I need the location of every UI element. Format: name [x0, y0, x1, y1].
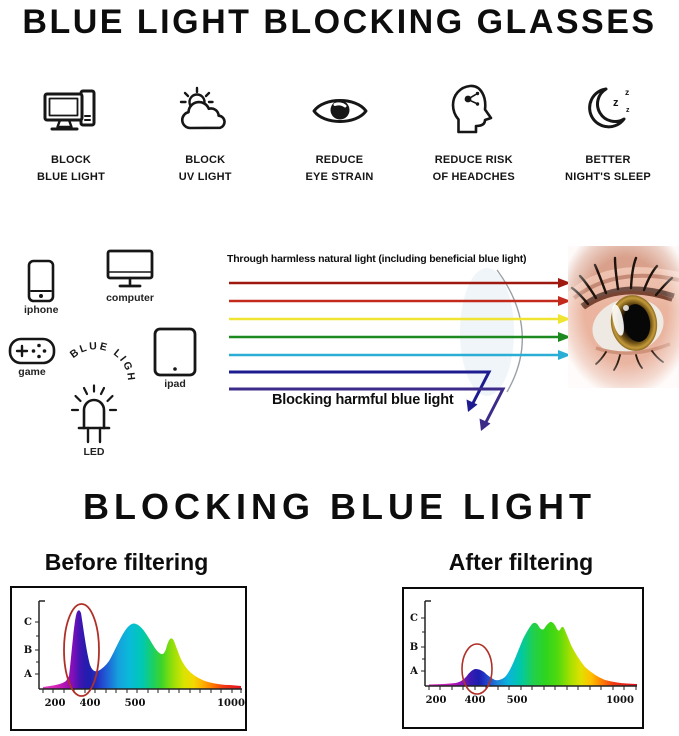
- headache-icon: [448, 80, 500, 142]
- benefit-label-line2: BLUE LIGHT: [37, 171, 105, 184]
- highlight-ellipse: [63, 603, 100, 697]
- moon-sleep-icon: z z z: [579, 80, 637, 142]
- svg-text:BLUE LIGHT BLOCKING: BLUE LIGHT BLOCKING: [58, 340, 137, 381]
- device-label: game: [18, 366, 46, 378]
- sun-cloud-icon: [176, 80, 234, 142]
- benefit-label-line1: REDUCE RISK: [434, 154, 513, 166]
- benefit-label: BLOCK BLUE LIGHT: [37, 152, 105, 186]
- arrowhead: [558, 350, 571, 360]
- y-tick-label: B: [410, 642, 418, 653]
- benefit-label: BETTER NIGHT'S SLEEP: [565, 152, 651, 186]
- benefit-label-line1: BLOCK: [50, 154, 92, 166]
- block-label: Blocking harmful blue light: [272, 392, 454, 408]
- x-tick-label: 400: [80, 698, 101, 709]
- device-label: computer: [106, 292, 154, 304]
- arrowhead: [558, 332, 571, 342]
- benefit-label-line1: BLOCK: [185, 154, 226, 166]
- benefit-label: REDUCE EYE STRAIN: [305, 152, 373, 186]
- benefit-label-line1: REDUCE: [315, 154, 364, 166]
- eye-photo: [568, 246, 679, 388]
- gamepad-icon: [8, 337, 56, 365]
- device-ipad: ipad: [152, 326, 198, 390]
- benefits-row: BLOCK BLUE LIGHT: [10, 80, 669, 186]
- benefit-label-line2: EYE STRAIN: [305, 171, 374, 184]
- x-tick-label: 500: [125, 698, 146, 709]
- spectrum-area: [43, 610, 241, 689]
- circle-text: BLUE LIGHT BLOCKING: [58, 340, 135, 381]
- y-tick-label: C: [24, 617, 32, 628]
- before-chart-title: Before filtering: [44, 549, 209, 575]
- device-game: game: [8, 336, 56, 378]
- blocked-indigo-ray: [229, 387, 506, 427]
- y-tick-label: B: [24, 645, 32, 656]
- passing-rays: [229, 281, 558, 357]
- sleep-z-glyph: z: [613, 97, 619, 109]
- x-tick-label: 500: [507, 695, 528, 706]
- x-tick-label: 400: [465, 695, 486, 706]
- spectrum-area: [429, 621, 637, 686]
- benefit-label: BLOCK UV LIGHT: [179, 152, 232, 186]
- benefit-label-line2: OF HEADCHES: [432, 171, 515, 184]
- highlight-ellipse: [461, 643, 493, 695]
- arrowhead: [479, 418, 491, 431]
- device-computer: computer: [105, 248, 155, 304]
- computer-icon: [106, 249, 154, 288]
- benefit-reduce-eye-strain: REDUCE EYE STRAIN: [279, 80, 401, 186]
- section-title: BLOCKING BLUE LIGHT: [83, 486, 596, 527]
- benefit-block-blue-light: BLOCK BLUE LIGHT: [10, 80, 132, 186]
- device-label: LED: [83, 446, 105, 458]
- light-rays-diagram: [229, 268, 571, 431]
- sleep-z-glyph: z: [625, 87, 629, 97]
- benefit-label-line2: NIGHT'S SLEEP: [565, 171, 651, 184]
- benefit-label: REDUCE RISK OF HEADCHES: [433, 152, 515, 186]
- desktop-computer-icon: [42, 80, 100, 142]
- y-tick-label: C: [410, 613, 418, 624]
- after-chart-title: After filtering: [448, 549, 594, 575]
- ipad-icon: [153, 327, 197, 377]
- eye-icon: [311, 80, 369, 142]
- sleep-z-glyph: z: [626, 107, 630, 114]
- x-tick-label: 200: [45, 698, 66, 709]
- x-tick-label: 200: [426, 695, 447, 706]
- device-label: iphone: [24, 304, 59, 316]
- led-bulb-icon: [70, 384, 118, 444]
- after-filtering-chart: C B A 200 400 500 1000: [402, 587, 644, 729]
- page-title: BLUE LIGHT BLOCKING GLASSES: [22, 3, 657, 41]
- device-label: ipad: [164, 378, 186, 390]
- arrowhead: [558, 296, 571, 306]
- blocked-navy-ray: [229, 370, 492, 408]
- pass-label: Through harmless natural light (includin…: [227, 253, 527, 265]
- benefit-reduce-headaches: REDUCE RISK OF HEADCHES: [413, 80, 535, 186]
- arrowhead: [466, 399, 478, 412]
- arrowhead: [558, 278, 571, 288]
- benefit-label-line1: BETTER: [585, 154, 631, 166]
- device-iphone: iphone: [24, 258, 58, 316]
- y-tick-label: A: [23, 669, 32, 680]
- circular-text-blue-light-blocking: BLUE LIGHT BLOCKING: [58, 340, 137, 381]
- benefit-label-line2: UV LIGHT: [178, 171, 232, 184]
- benefit-better-sleep: z z z BETTER NIGHT'S SLEEP: [547, 80, 669, 186]
- device-led: LED: [66, 384, 122, 458]
- y-tick-label: A: [409, 666, 418, 677]
- iphone-icon: [27, 259, 55, 303]
- x-tick-label: 1000: [217, 698, 245, 709]
- arrowhead: [558, 314, 571, 324]
- benefit-block-uv-light: BLOCK UV LIGHT: [144, 80, 266, 186]
- before-filtering-chart: C B A 200 400 500 1000: [10, 586, 247, 731]
- x-tick-label: 1000: [606, 695, 634, 706]
